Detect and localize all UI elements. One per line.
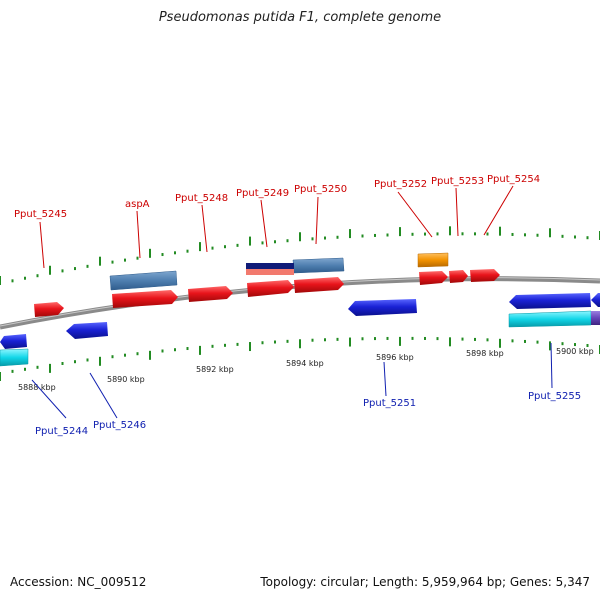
leader-line (201, 204, 208, 253)
reverse-gene-arrow[interactable] (66, 322, 108, 339)
cds-ring (0, 252, 600, 367)
tick-ring-upper (0, 226, 600, 285)
forward-gene-arrow[interactable] (419, 271, 448, 285)
forward-gene-arrow[interactable] (188, 286, 233, 302)
leader-line (397, 191, 433, 238)
gene-label-pput-5254[interactable]: Pput_5254 (487, 174, 540, 185)
gene-label-pput-5255[interactable]: Pput_5255 (528, 391, 581, 402)
leader-line (315, 196, 319, 245)
forward-gene-arrow[interactable] (112, 290, 178, 308)
forward-gene-arrow[interactable] (247, 280, 294, 297)
map-title: Pseudomonas putida F1, complete genome (158, 10, 442, 25)
cds-bar[interactable] (508, 310, 592, 328)
label-leaders (31, 185, 553, 419)
leader-line (260, 199, 268, 248)
scale-label: 5896 kbp (376, 353, 414, 362)
forward-gene-arrow[interactable] (449, 270, 468, 283)
gene-label-aspa[interactable]: aspA (125, 199, 150, 210)
scale-label: 5894 kbp (286, 359, 324, 368)
tick-ring-lower (0, 336, 600, 381)
reverse-gene-arrow[interactable] (0, 334, 27, 349)
reverse-gene-arrow[interactable] (509, 293, 591, 309)
topology-text: Topology: circular; Length: 5,959,964 bp… (260, 575, 590, 589)
cds-bar[interactable] (246, 263, 294, 269)
scale-label: 5892 kbp (196, 365, 234, 374)
leader-line (455, 187, 459, 237)
gene-label-pput-5248[interactable]: Pput_5248 (175, 193, 228, 204)
forward-gene-arrow[interactable] (294, 277, 344, 293)
gene-label-pput-5250[interactable]: Pput_5250 (294, 184, 347, 195)
scale-label: 5900 kbp (556, 347, 594, 356)
gene-label-pput-5245[interactable]: Pput_5245 (14, 209, 67, 220)
gene-label-pput-5253[interactable]: Pput_5253 (431, 176, 484, 187)
cds-bar[interactable] (0, 348, 29, 367)
reverse-gene-arrow[interactable] (591, 293, 600, 307)
leader-line (483, 185, 514, 236)
gene-label-pput-5246[interactable]: Pput_5246 (93, 420, 146, 431)
gene-label-pput-5249[interactable]: Pput_5249 (236, 188, 289, 199)
leader-line (89, 372, 118, 419)
scale-label: 5898 kbp (466, 349, 504, 358)
cds-bar[interactable] (246, 269, 294, 275)
reverse-gene-arrow[interactable] (348, 299, 417, 316)
accession-text: Accession: NC_009512 (10, 575, 147, 589)
leader-line (31, 379, 67, 419)
forward-genes (34, 269, 500, 317)
scale-label: 5888 kbp (18, 383, 56, 392)
gene-label-pput-5244[interactable]: Pput_5244 (35, 426, 88, 437)
scale-label: 5890 kbp (107, 375, 145, 384)
forward-gene-arrow[interactable] (34, 302, 64, 317)
cds-bar[interactable] (109, 270, 178, 291)
leader-line (136, 210, 141, 259)
leader-line (39, 221, 45, 269)
cds-bar[interactable] (292, 257, 345, 274)
cds-bar[interactable] (591, 311, 600, 325)
reverse-genes (0, 293, 600, 349)
leader-line (550, 342, 553, 389)
gene-label-pput-5252[interactable]: Pput_5252 (374, 179, 427, 190)
cds-bar[interactable] (417, 252, 449, 268)
leader-line (383, 361, 387, 397)
forward-gene-arrow[interactable] (470, 269, 500, 282)
gene-label-pput-5251[interactable]: Pput_5251 (363, 398, 416, 409)
